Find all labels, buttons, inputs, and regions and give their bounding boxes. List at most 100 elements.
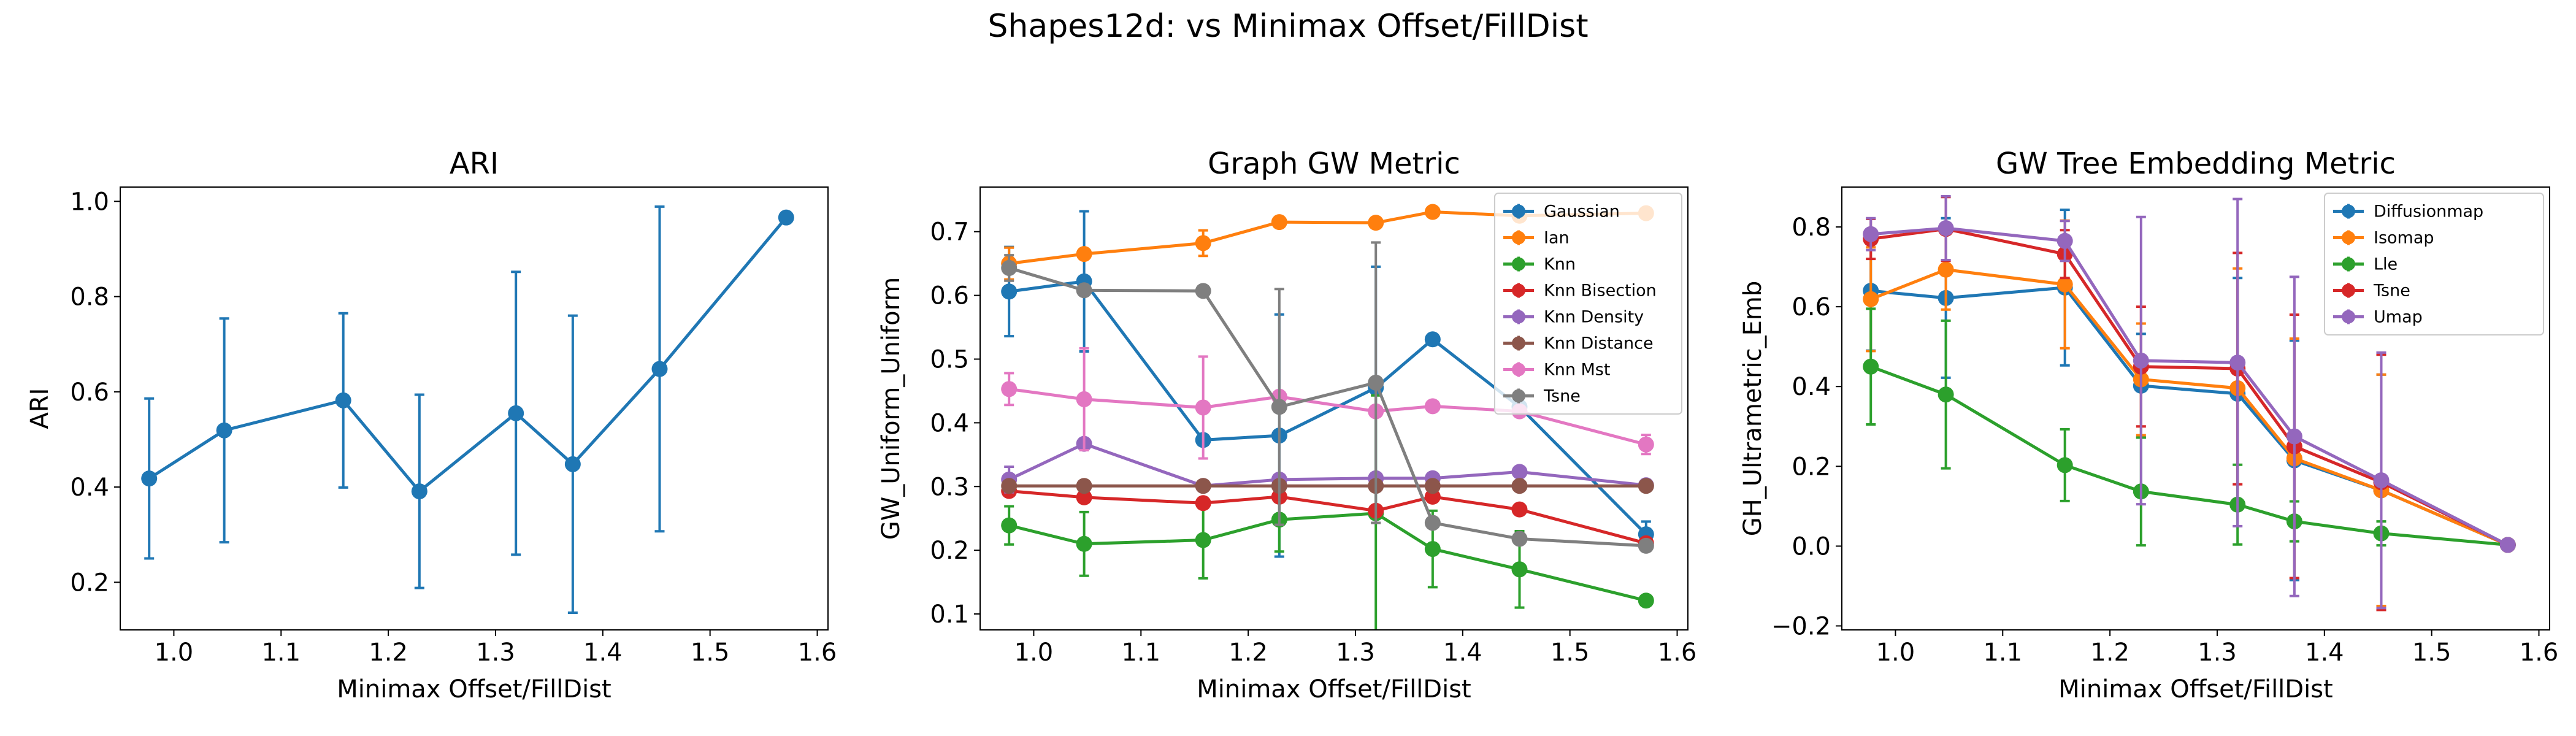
series-tsne-line: [1870, 227, 2509, 546]
series-knn-distance-point: [1076, 478, 1092, 494]
legend-label: Knn: [1544, 255, 1576, 274]
x-tick-label: 1.6: [2520, 638, 2559, 667]
series-knn-distance-point: [1195, 478, 1211, 494]
series-isomap-point: [2057, 276, 2073, 293]
series-knn-mst-point: [1001, 381, 1018, 397]
series-knn-mst-point: [1076, 391, 1092, 407]
series-tsne-line: [1008, 266, 1646, 548]
x-axis-label: Minimax Offset/FillDist: [1197, 675, 1471, 703]
series-knn-mst-point: [1638, 436, 1654, 453]
legend-item: Knn Mst: [1503, 361, 1610, 380]
series-knn-distance-point: [1638, 478, 1654, 494]
x-tick-label: 1.4: [583, 638, 623, 667]
series-lle-point: [2057, 457, 2073, 473]
series-umap: [1863, 194, 2516, 610]
series-tsne-point: [1424, 515, 1441, 531]
legend-label: Isomap: [2374, 229, 2434, 248]
legend-item: Umap: [2333, 308, 2423, 327]
legend-swatch-marker: [2342, 310, 2355, 324]
legend-item: Knn Bisection: [1503, 282, 1657, 301]
series-isomap-line: [1870, 268, 2509, 546]
y-tick-label: 0.6: [70, 378, 109, 407]
plot-area: [1001, 204, 1654, 630]
y-tick-label: 0.8: [70, 283, 109, 312]
series-ian-point: [1368, 215, 1384, 231]
series-lle-point: [1938, 386, 1954, 403]
series-line-1-point: [508, 405, 524, 421]
legend-item: Knn Distance: [1503, 334, 1654, 353]
series-isomap-point: [1863, 291, 1879, 307]
series-line-1-point: [564, 456, 581, 472]
y-tick-label: 0.5: [930, 345, 969, 374]
series-lle-line: [1870, 365, 2509, 546]
plot-area: [141, 205, 794, 615]
y-axis-label: GH_Ultrametric_Emb: [1739, 281, 1767, 537]
series-ian-point: [1195, 235, 1211, 251]
legend-item: Isomap: [2333, 229, 2434, 248]
series-line-1-point: [141, 470, 158, 487]
legend: Gaussian Ian Knn Knn Bisection Knn Density Kn…: [1494, 193, 1682, 415]
x-tick-label: 1.5: [691, 638, 730, 667]
series-umap-point: [2057, 232, 2073, 249]
series-ian-point: [1076, 246, 1092, 263]
series-knn-density-line: [1008, 442, 1647, 488]
y-tick-label: 0.4: [70, 473, 109, 502]
legend-label: Ian: [1544, 229, 1570, 248]
x-tick-label: 1.3: [476, 638, 515, 667]
series-line-1-point: [778, 209, 794, 226]
legend-swatch-marker: [1512, 336, 1525, 350]
panel-title: ARI: [450, 147, 499, 181]
y-tick-label: −0.2: [1771, 612, 1831, 640]
series-line-1-point: [216, 422, 232, 439]
x-tick-label: 1.1: [1983, 638, 2022, 667]
series-line-1: [141, 205, 794, 615]
series-knn-point: [1001, 517, 1018, 534]
legend-swatch-marker: [2342, 257, 2355, 271]
y-tick-label: 0.4: [1792, 373, 1831, 401]
series-tsne: [1001, 241, 1654, 554]
x-tick-label: 1.6: [798, 638, 837, 667]
series-knn-bisection-point: [1195, 495, 1211, 512]
x-tick-label: 1.5: [2412, 638, 2451, 667]
y-tick-label: 0.6: [930, 282, 969, 310]
series-umap-point: [2133, 352, 2149, 369]
series-ian-point: [1424, 204, 1441, 220]
series-tsne-point: [1076, 282, 1092, 299]
x-axis-label: Minimax Offset/FillDist: [337, 675, 611, 703]
series-tsne-point: [1271, 399, 1287, 415]
series-umap-point: [2499, 537, 2516, 553]
legend-label: Knn Density: [1544, 308, 1644, 327]
series-gaussian-point: [1001, 283, 1018, 300]
axes-frame: [979, 186, 1689, 631]
figure-suptitle: Shapes12d: vs Minimax Offset/FillDist: [987, 8, 1588, 45]
series-line-1-point: [411, 483, 427, 500]
series-knn-bisection-point: [1076, 489, 1092, 505]
x-tick-label: 1.2: [369, 638, 408, 667]
x-tick-label: 1.2: [2090, 638, 2129, 667]
y-tick-label: 0.2: [70, 569, 109, 597]
series-line-1-point: [651, 361, 668, 377]
series-umap-point: [1863, 226, 1879, 242]
legend-label: Knn Mst: [1544, 361, 1610, 380]
legend-item: Tsne: [2333, 282, 2410, 301]
y-tick-label: 1.0: [70, 188, 109, 216]
legend-label: Tsne: [1543, 387, 1581, 406]
x-tick-label: 1.4: [1443, 638, 1482, 667]
legend-swatch-marker: [2342, 283, 2355, 297]
series-lle-point: [1863, 358, 1879, 375]
series-tsne-point: [1511, 531, 1528, 547]
y-tick-label: 0.2: [930, 537, 969, 565]
chart-panel-1: ARI 1.0 1.1 1.2 1.3 1.4 1.5 1.6 0.2 0.4 0.6 0.8 1.0 M…: [26, 147, 837, 703]
x-tick-label: 1.1: [261, 638, 301, 667]
series-knn-bisection-line: [1008, 489, 1647, 545]
y-axis-label: GW_Uniform_Uniform: [877, 277, 905, 540]
legend-label: Diffusionmap: [2374, 202, 2483, 221]
legend-label: Knn Distance: [1544, 334, 1654, 353]
legend-label: Umap: [2374, 308, 2423, 327]
series-knn-mst-point: [1195, 399, 1211, 416]
legend-swatch-marker: [1512, 204, 1525, 218]
y-tick-label: 0.8: [1792, 213, 1831, 242]
legend-swatch-marker: [1512, 283, 1525, 297]
y-tick-label: 0.3: [930, 473, 969, 501]
legend-label: Knn Bisection: [1544, 282, 1657, 301]
